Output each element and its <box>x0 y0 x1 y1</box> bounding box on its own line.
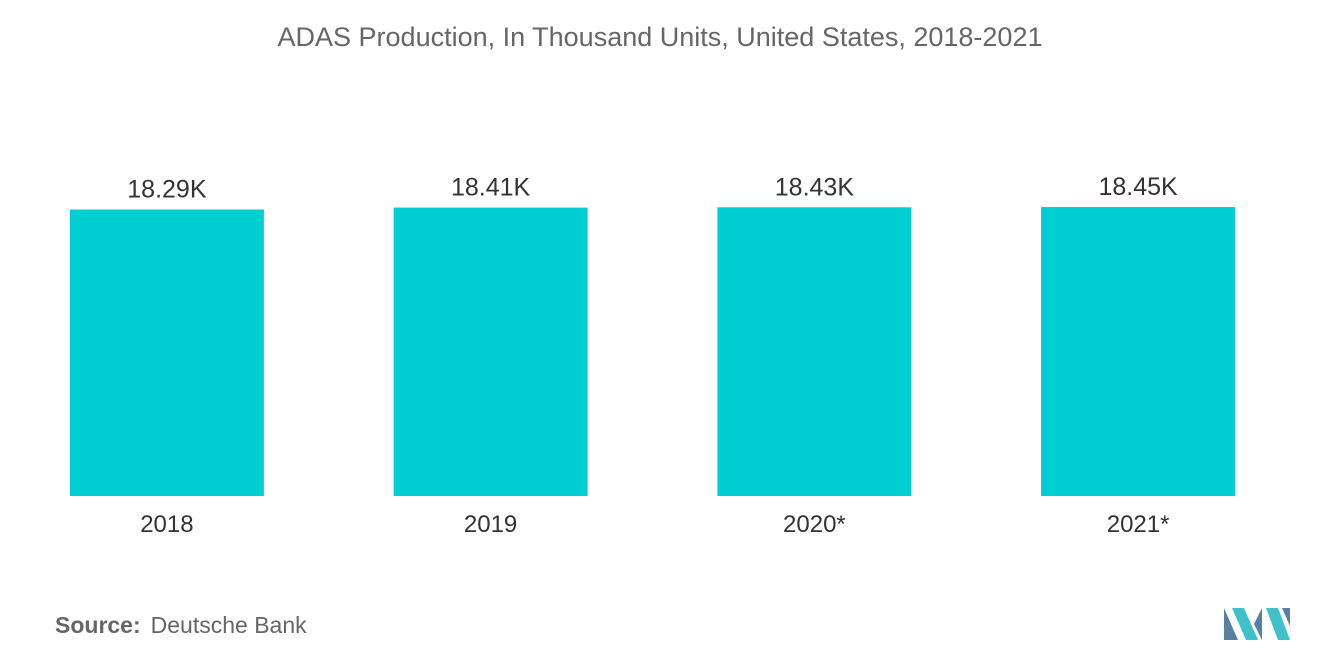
source-line: Source: Deutsche Bank <box>55 612 307 639</box>
bar-2018 <box>69 209 264 496</box>
x-tick-label: 2018 <box>140 511 193 538</box>
x-tick-label: 2020* <box>783 511 846 538</box>
source-value: Deutsche Bank <box>150 612 307 638</box>
source-label: Source: <box>55 612 141 638</box>
data-label: 18.29K <box>127 176 207 204</box>
bar-2020-estimate <box>717 207 912 497</box>
bar-2021-estimate <box>1041 207 1236 496</box>
chart-title: ADAS Production, In Thousand Units, Unit… <box>277 22 1043 52</box>
x-tick-label: 2019 <box>464 511 517 538</box>
data-label: 18.41K <box>451 174 531 202</box>
mordor-intelligence-logo-icon <box>1224 608 1290 640</box>
data-label: 18.45K <box>1098 173 1178 201</box>
x-tick-label: 2021* <box>1107 511 1170 538</box>
bar-2019 <box>393 207 588 496</box>
data-label: 18.43K <box>775 173 855 201</box>
